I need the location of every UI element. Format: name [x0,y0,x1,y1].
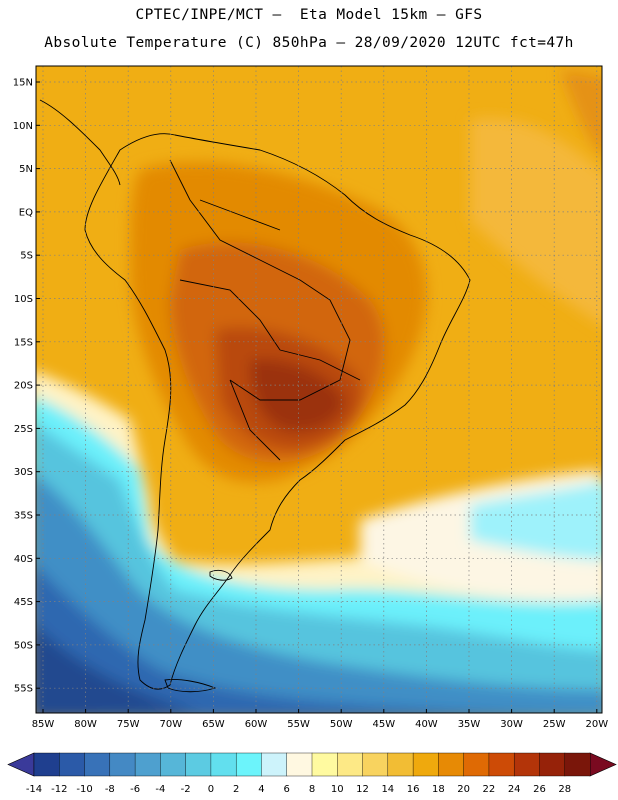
tierra-del-fuego [164,679,217,693]
map-subtitle: Absolute Temperature (C) 850hPa – 28/09/… [44,35,574,51]
lon-label-35w: 35W [458,719,481,730]
colorbar-swatch [362,752,389,777]
colorbar: -14 -12 -10 -8 -6 -4 -2 0 2 4 6 8 10 12 14 16 18 20 22 24 26… [7,752,617,795]
colorbar-swatch [463,752,490,777]
temperature-field [36,66,602,713]
lon-label-40w: 40W [415,719,438,730]
lon-label-85w: 85W [32,719,55,730]
colorbar-swatch [438,752,465,777]
colorbar-swatch [311,752,338,777]
map-title: CPTEC/INPE/MCT – Eta Model 15km – GFS [135,7,483,23]
colorbar-swatch [513,752,540,777]
colorbar-label: -14 [26,784,42,795]
falklands [209,569,233,581]
lat-label-15n: 15N [13,78,33,89]
colorbar-label: -2 [181,784,191,795]
lat-label-40s: 40S [14,554,33,565]
lon-label-65w: 65W [202,719,225,730]
colorbar-label: 26 [533,784,546,795]
colorbar-label: 18 [432,784,445,795]
colorbar-swatch [412,752,439,777]
lon-label-55w: 55W [287,719,310,730]
lat-label-30s: 30S [14,467,33,478]
lon-label-80w: 80W [74,719,97,730]
map-frame [35,65,603,714]
lon-label-30w: 30W [500,719,523,730]
colorbar-swatch [109,752,136,777]
lon-label-45w: 45W [372,719,395,730]
colorbar-swatch [134,752,161,777]
colorbar-label: 0 [208,784,214,795]
colorbar-swatch [286,752,313,777]
colorbar-label: 28 [558,784,571,795]
central-america-coast [39,99,121,186]
colorbar-label: 12 [356,784,369,795]
colorbar-over-arrow [589,752,617,777]
lon-label-60w: 60W [245,719,268,730]
latitude-labels: 15N 10N 5N EQ 5S 10S 15S 20S 25S 30S 35S 40S 45S 50S 5… [13,78,40,695]
colorbar-swatch [185,752,212,777]
lat-label-5n: 5N [19,164,33,175]
colorbar-label: -4 [155,784,165,795]
colorbar-swatch [539,752,566,777]
lon-label-20w: 20W [585,719,608,730]
colorbar-swatch [210,752,237,777]
colorbar-swatch [84,752,111,777]
colorbar-swatch [261,752,288,777]
borders [169,159,361,461]
lat-label-15s: 15S [14,337,33,348]
colorbar-swatch [160,752,187,777]
colorbar-label: -8 [105,784,115,795]
longitude-labels: 85W 80W 75W 70W 65W 60W 55W 50W 45W 40W 35W 30W 25W 2… [32,709,608,730]
lat-label-eq: EQ [19,207,33,218]
lat-label-10s: 10S [14,294,33,305]
colorbar-label: 2 [233,784,239,795]
colorbar-label: 20 [457,784,470,795]
colorbar-swatch [337,752,364,777]
colorbar-label: 10 [331,784,344,795]
lat-label-20s: 20S [14,381,33,392]
colorbar-label: -12 [51,784,67,795]
colorbar-under-arrow [7,752,35,777]
lat-label-35s: 35S [14,511,33,522]
lon-label-50w: 50W [330,719,353,730]
colorbar-swatch [488,752,515,777]
colorbar-label: 14 [381,784,394,795]
lat-label-50s: 50S [14,640,33,651]
lon-label-25w: 25W [543,719,566,730]
colorbar-label: 8 [309,784,315,795]
lat-label-25s: 25S [14,424,33,435]
colorbar-label: 6 [284,784,290,795]
colorbar-label: 22 [483,784,496,795]
colorbar-label: 24 [508,784,521,795]
lon-label-70w: 70W [159,719,182,730]
lat-label-55s: 55S [14,684,33,695]
colorbar-label: -10 [76,784,92,795]
lat-label-10n: 10N [13,121,33,132]
colorbar-label: 4 [258,784,264,795]
colorbar-swatch [59,752,86,777]
lat-label-45s: 45S [14,597,33,608]
colorbar-label: 16 [407,784,420,795]
colorbar-swatch [235,752,262,777]
colorbar-swatch [564,752,591,777]
colorbar-label: -6 [130,784,140,795]
colorbar-swatch [33,752,60,777]
lat-label-5s: 5S [20,251,33,262]
colorbar-swatch [387,752,414,777]
lon-label-75w: 75W [117,719,140,730]
